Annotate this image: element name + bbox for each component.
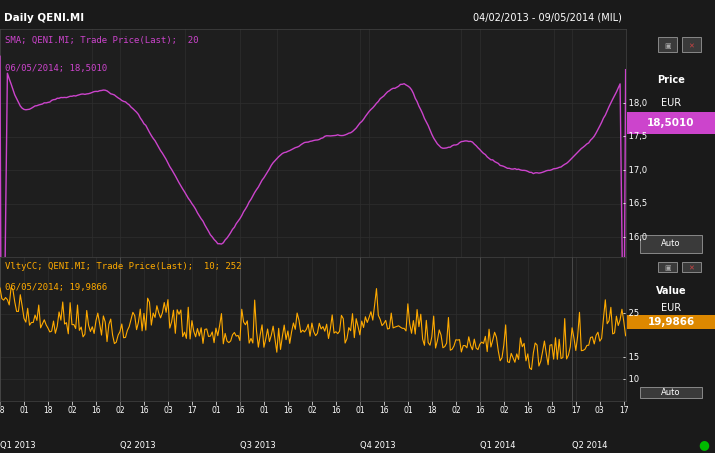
Text: ▣: ▣	[664, 43, 671, 49]
Text: - 17,0: - 17,0	[623, 166, 647, 175]
Text: Price: Price	[657, 75, 685, 85]
Text: ▣: ▣	[664, 265, 671, 271]
Text: 18,5010: 18,5010	[647, 118, 695, 128]
Bar	[658, 262, 677, 272]
Text: Auto: Auto	[661, 239, 681, 248]
Text: Q2 2014: Q2 2014	[572, 441, 608, 450]
Text: Auto: Auto	[661, 388, 681, 397]
Bar	[640, 235, 702, 253]
Text: 06/05/2014; 18,5010: 06/05/2014; 18,5010	[5, 63, 107, 72]
Text: 06/05/2014; 19,9866: 06/05/2014; 19,9866	[5, 283, 107, 292]
Bar	[640, 386, 702, 398]
Bar	[681, 38, 701, 52]
Text: - 16,5: - 16,5	[623, 199, 647, 208]
Text: - 10: - 10	[623, 375, 638, 384]
Text: - 17,5: - 17,5	[623, 132, 647, 141]
Text: Daily QENI.MI: Daily QENI.MI	[4, 13, 84, 23]
Text: Q3 2013: Q3 2013	[240, 441, 276, 450]
Text: - 15: - 15	[623, 353, 638, 362]
Text: - 25: - 25	[623, 309, 638, 318]
Text: - 16,0: - 16,0	[623, 233, 647, 242]
Text: ●: ●	[699, 438, 709, 451]
Text: VltyCC; QENI.MI; Trade Price(Last);  10; 252: VltyCC; QENI.MI; Trade Price(Last); 10; …	[5, 262, 242, 271]
Text: Q4 2013: Q4 2013	[360, 441, 395, 450]
Text: Q1 2014: Q1 2014	[480, 441, 516, 450]
Bar	[627, 111, 715, 134]
Text: SMA; QENI.MI; Trade Price(Last);  20: SMA; QENI.MI; Trade Price(Last); 20	[5, 36, 199, 45]
Text: Value: Value	[656, 286, 686, 296]
Text: EUR: EUR	[661, 98, 681, 108]
Text: Q1 2013: Q1 2013	[0, 441, 36, 450]
Bar	[658, 38, 677, 52]
Text: ✕: ✕	[689, 43, 694, 49]
Bar	[627, 315, 715, 329]
Text: EUR: EUR	[661, 304, 681, 313]
Bar	[681, 262, 701, 272]
Text: 19,9866: 19,9866	[647, 317, 695, 327]
Text: Q2 2013: Q2 2013	[120, 441, 156, 450]
Text: ✕: ✕	[689, 265, 694, 271]
Text: - 18,0: - 18,0	[623, 99, 647, 108]
Text: 04/02/2013 - 09/05/2014 (MIL): 04/02/2013 - 09/05/2014 (MIL)	[473, 13, 622, 23]
